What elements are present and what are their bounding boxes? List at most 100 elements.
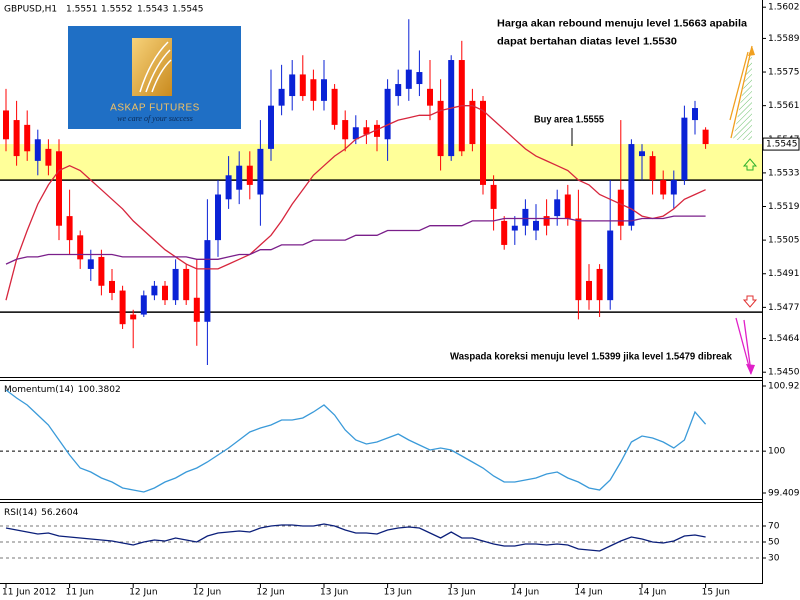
indicator-line: [5, 105, 706, 301]
x-tick-label: 14 Jun: [574, 588, 602, 598]
y-tick-label: 70: [768, 522, 780, 532]
annotation: Buy area 1.5555: [534, 115, 604, 126]
background-layer: [0, 144, 762, 559]
candle-body: [352, 127, 359, 140]
x-tick-label: 15 Jun: [702, 588, 730, 598]
candle-body: [405, 69, 412, 89]
logo-tagline: we care of your success: [117, 114, 193, 123]
candle-body: [268, 105, 274, 149]
candle-body: [119, 290, 126, 325]
indicator-name: RSI(14): [4, 508, 37, 518]
x-tick-label: 11 Jun 2012: [2, 588, 56, 598]
candle-body: [681, 117, 688, 181]
y-tick-label: 100: [768, 447, 785, 457]
candle-body: [639, 151, 645, 157]
candle-body: [543, 216, 550, 226]
momentum-title: Momentum(14) 100.3802: [4, 385, 121, 395]
annotation: dapat bertahan diatas level 1.5530: [497, 37, 677, 48]
candle-body: [215, 194, 221, 241]
candle-body: [278, 88, 285, 106]
rsi-title: RSI(14) 56.2604: [4, 508, 79, 518]
y-tick-label: 99.4093: [768, 489, 800, 499]
candle-body: [533, 220, 539, 231]
down-arrowhead: [746, 364, 755, 375]
candle-body: [564, 194, 571, 219]
candle-body: [109, 280, 115, 293]
candle-body: [321, 79, 327, 101]
candle-body: [98, 256, 105, 286]
y-tick-label: 1.5505: [768, 236, 800, 246]
candle-body: [3, 110, 9, 140]
y-tick-label: 100.9202: [768, 382, 800, 392]
candle-body: [416, 72, 423, 85]
candle-body: [363, 127, 370, 135]
y-tick-label: 1.5561: [768, 101, 800, 111]
indicator-line: [5, 215, 706, 265]
y-tick-label: 1.5491: [768, 269, 800, 279]
candle-body: [490, 184, 497, 209]
candle-body: [172, 268, 179, 301]
candle-body: [87, 259, 94, 269]
header-close: 1.5545: [172, 5, 204, 15]
header-low: 1.5543: [137, 5, 169, 15]
candle-body: [289, 74, 296, 97]
y-tick-label: 1.5450: [768, 368, 800, 378]
candle-body: [162, 285, 168, 301]
indicator-value: 100.3802: [78, 385, 121, 395]
candle-body: [56, 151, 62, 226]
y-tick-label: 1.5575: [768, 68, 800, 78]
y-tick-label: 1.5464: [768, 334, 800, 344]
candle-body: [257, 148, 264, 195]
candle-body: [427, 88, 433, 106]
y-tick-label: 1.5602: [768, 3, 800, 13]
x-tick-label: 14 Jun: [511, 588, 539, 598]
candle-body: [554, 199, 561, 217]
candle-body: [522, 208, 529, 226]
candle-body: [501, 220, 508, 245]
candle-body: [140, 295, 147, 315]
last-price-label: 1.5545: [766, 140, 798, 150]
candle-body: [395, 84, 402, 97]
candle-body: [480, 100, 486, 185]
x-tick-label: 13 Jun: [384, 588, 412, 598]
buy-zone: [0, 144, 762, 181]
up-signal: [742, 158, 758, 171]
logo-swoosh: [139, 41, 172, 93]
candle-body: [77, 235, 84, 260]
header-open: 1.5551: [66, 5, 98, 15]
up-arrowhead: [748, 46, 755, 56]
candle-body: [607, 230, 614, 301]
y-tick-label: 1.5533: [768, 168, 800, 178]
candle-body: [34, 139, 41, 161]
candle-body: [342, 120, 349, 140]
logo: ASKAP FUTURES we care of your success: [68, 26, 241, 129]
candle-body: [151, 285, 158, 296]
logo-icon: [132, 38, 172, 96]
x-tick-label: 14 Jun: [638, 588, 666, 598]
candle-body: [649, 156, 656, 181]
candle-body: [331, 88, 338, 125]
indicator-line: [5, 389, 707, 493]
x-tick-label: 13 Jun: [447, 588, 475, 598]
candle-body: [692, 108, 698, 121]
candle-body: [13, 120, 20, 157]
annotation: Harga akan rebound menuju level 1.5663 a…: [497, 19, 747, 30]
candle-body: [469, 100, 476, 145]
candle-body: [437, 100, 444, 157]
candle-body: [66, 216, 73, 241]
candle-body: [575, 218, 582, 301]
indicator-line: [5, 523, 706, 552]
symbol-title: GBPUSD,H1: [4, 5, 57, 15]
candle-body: [586, 280, 592, 301]
candle-body: [660, 180, 667, 195]
x-tick-label: 12 Jun: [193, 588, 221, 598]
candle-body: [246, 165, 253, 185]
indicator-name: Momentum(14): [4, 385, 74, 395]
candle-body: [617, 189, 624, 226]
annotation: Waspada koreksi menuju level 1.5399 jika…: [450, 352, 732, 363]
y-tick-label: 1.5477: [768, 303, 800, 313]
down-signal: [742, 295, 758, 308]
up-projection: [729, 45, 753, 139]
candle-body: [310, 79, 317, 101]
